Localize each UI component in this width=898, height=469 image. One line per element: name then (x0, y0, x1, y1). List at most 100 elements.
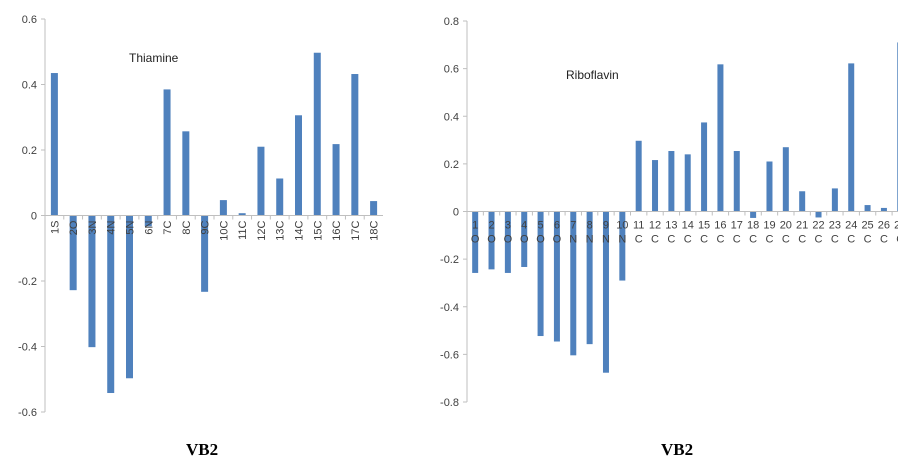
x-tick-element: N (602, 234, 610, 246)
y-tick-label: -0.8 (440, 397, 459, 409)
x-tick-label: 4N (106, 220, 118, 234)
bar-25C (864, 205, 871, 212)
y-tick-label: -0.4 (440, 302, 459, 314)
x-tick-element: O (471, 234, 480, 246)
x-tick-element: O (487, 234, 496, 246)
bar-12C (257, 146, 265, 216)
bar-16C (717, 64, 724, 212)
x-tick-label: 6N (143, 220, 155, 234)
y-tick-label: 0.2 (22, 145, 37, 157)
x-tick-element: C (749, 234, 757, 246)
x-tick-number: 23 (829, 220, 841, 232)
bar-17C (351, 74, 359, 216)
x-tick-element: N (569, 234, 577, 246)
bar-16C (332, 144, 340, 216)
bar-10N (619, 211, 626, 281)
bar-13C (276, 178, 284, 216)
bar-22C (815, 211, 822, 218)
x-tick-number: 7 (570, 220, 576, 232)
x-tick-number: 10 (616, 220, 628, 232)
x-tick-element: O (504, 234, 513, 246)
x-tick-element: C (864, 234, 872, 246)
x-tick-element: N (586, 234, 594, 246)
x-tick-number: 19 (763, 220, 775, 232)
bar-14C (684, 154, 691, 212)
x-tick-number: 1 (472, 220, 478, 232)
x-tick-number: 2 (488, 220, 494, 232)
x-tick-element: C (733, 234, 741, 246)
bar-6O (553, 211, 560, 342)
x-tick-number: 8 (587, 220, 593, 232)
bar-24C (848, 63, 855, 212)
x-tick-number: 17 (731, 220, 743, 232)
x-tick-element: O (520, 234, 529, 246)
x-tick-element: C (847, 234, 855, 246)
bar-19C (766, 161, 773, 212)
bar-11C (238, 213, 246, 216)
x-tick-label: 13C (275, 220, 287, 240)
x-tick-number: 11 (633, 220, 644, 232)
right-figure-caption: VB2 (661, 440, 694, 459)
x-tick-element: C (667, 234, 675, 246)
x-tick-number: 6 (554, 220, 560, 232)
y-tick-label: -0.2 (440, 254, 459, 266)
bar-1O (472, 211, 479, 273)
x-tick-label: 9C (200, 220, 212, 234)
y-tick-label: 0.2 (444, 159, 459, 171)
bar-10C (219, 200, 227, 216)
x-tick-number: 15 (698, 220, 710, 232)
chart-title: Riboflavin (566, 68, 619, 82)
bar-2O (488, 211, 495, 270)
bar-13C (668, 151, 675, 212)
x-tick-label: 18C (369, 220, 381, 240)
bar-7C (163, 89, 171, 216)
chart-title: Thiamine (129, 51, 179, 65)
x-tick-element: C (896, 234, 898, 246)
y-tick-label: -0.6 (440, 349, 459, 361)
bar-12C (652, 160, 659, 212)
x-tick-label: 5N (125, 220, 137, 234)
x-tick-number: 4 (521, 220, 527, 232)
bar-23C (831, 188, 838, 212)
riboflavin-chart: 0.80.60.40.20-0.2-0.4-0.6-0.81O2O3O4O5O6… (440, 16, 898, 409)
bar-4N (107, 215, 115, 394)
x-tick-number: 9 (603, 220, 609, 232)
bar-2O (69, 215, 77, 291)
bar-17C (733, 151, 740, 212)
x-tick-label: 2O (68, 220, 80, 235)
x-tick-element: C (684, 234, 692, 246)
bar-11C (635, 140, 642, 212)
bar-9C (201, 215, 209, 292)
x-tick-element: C (700, 234, 708, 246)
x-tick-number: 26 (878, 220, 890, 232)
y-tick-label: 0.6 (444, 64, 459, 76)
y-tick-label: 0.4 (444, 111, 459, 123)
bar-3O (504, 211, 511, 273)
left-figure-caption: VB2 (186, 440, 219, 459)
x-tick-element: C (716, 234, 724, 246)
x-tick-element: C (651, 234, 659, 246)
y-tick-label: -0.4 (18, 342, 37, 354)
x-tick-element: C (782, 234, 790, 246)
bar-6N (144, 215, 152, 227)
x-tick-number: 12 (649, 220, 661, 232)
x-tick-element: O (536, 234, 545, 246)
y-tick-label: 0 (453, 207, 459, 219)
x-tick-number: 18 (747, 220, 759, 232)
x-tick-number: 20 (780, 220, 792, 232)
x-tick-number: 5 (538, 220, 544, 232)
bar-5O (537, 211, 544, 337)
x-tick-number: 14 (682, 220, 694, 232)
bar-1S (50, 73, 58, 216)
y-tick-label: -0.2 (18, 276, 37, 288)
bar-9N (602, 211, 609, 373)
bar-20C (782, 147, 789, 212)
x-tick-label: 7C (162, 220, 174, 234)
x-tick-label: 10C (218, 220, 230, 240)
x-tick-label: 17C (350, 220, 362, 240)
x-tick-number: 27 (894, 220, 898, 232)
x-tick-number: 16 (714, 220, 726, 232)
bar-7N (570, 211, 577, 356)
x-tick-label: 15C (312, 220, 324, 240)
